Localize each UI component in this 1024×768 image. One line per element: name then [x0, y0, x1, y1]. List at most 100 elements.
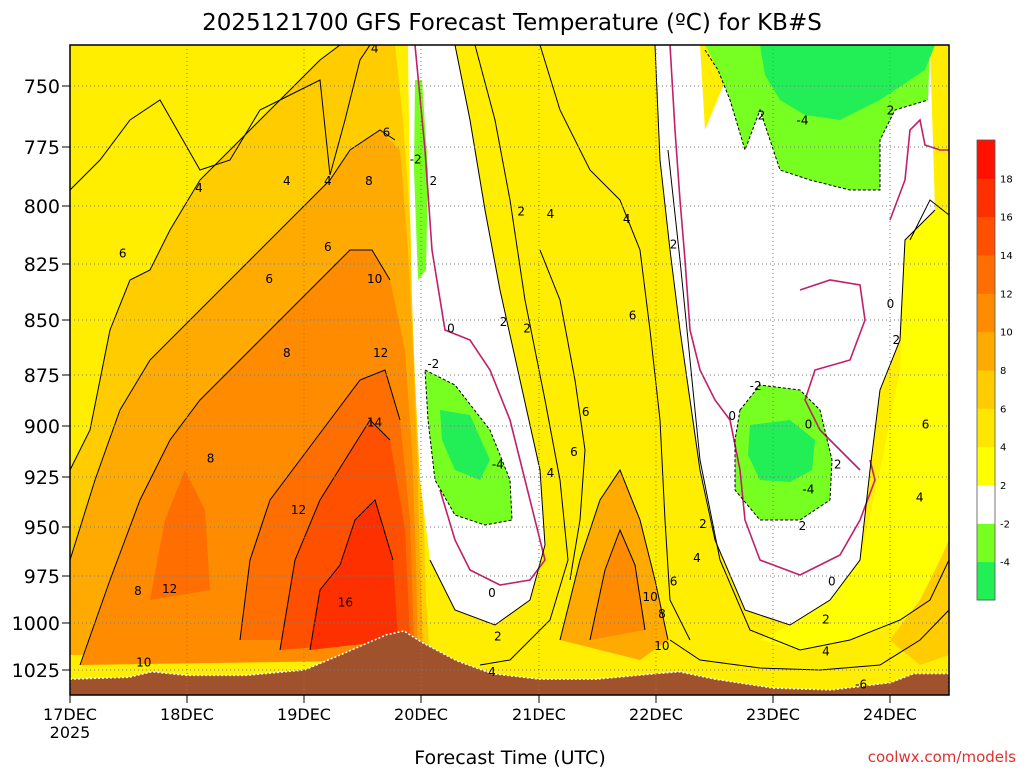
y-tick-label: 925 — [24, 467, 60, 489]
isotherm-12-west — [239, 369, 401, 641]
y-tick-825: 825 — [24, 254, 70, 276]
y-tick-label: 775 — [24, 137, 60, 159]
colorbar-swatch — [977, 140, 995, 179]
x-tick-18dec: 18DEC — [160, 695, 214, 724]
y-tick-950: 950 — [24, 517, 70, 539]
x-tick-label: 19DEC — [277, 705, 331, 724]
y-tick-label: 875 — [24, 365, 60, 387]
zero-degree-contour-west — [414, 45, 546, 586]
contour-label: 2 — [834, 458, 842, 472]
colorbar-tick-label: 4 — [1000, 443, 1006, 454]
isotherm-4-east-central — [539, 45, 691, 641]
minus2-contour-west — [424, 369, 513, 526]
contour-label: 0 — [728, 409, 736, 423]
contour-label: 2 — [517, 205, 525, 219]
y-axis: 750 775 800 825 850 875 900 925 950 975 … — [12, 76, 70, 682]
watermark: coolwx.com/models — [868, 748, 1016, 766]
contour-label: 4 — [693, 551, 701, 565]
y-tick-900: 900 — [24, 416, 70, 438]
contour-label: 12 — [162, 582, 177, 596]
x-tick-20dec: 20DEC — [394, 695, 448, 724]
colorbar-tick-label: -2 — [1000, 519, 1010, 530]
temp-band-16-18 — [310, 500, 398, 650]
contour-label: 2 — [429, 174, 437, 188]
contour-label: 10 — [642, 590, 657, 604]
colorbar: -4 -2 2 4 6 8 10 12 14 16 18 — [976, 139, 1013, 601]
x-tick-21dec: 21DEC — [512, 695, 566, 724]
contour-label: 2 — [500, 315, 508, 329]
colorbar-tick-label: 10 — [1000, 328, 1013, 339]
contour-label: 0 — [447, 322, 455, 336]
contour-label: 14 — [367, 416, 382, 430]
isotherm-6-west — [70, 45, 341, 471]
colorbar-swatch — [977, 408, 995, 448]
contour-label: 2 — [892, 333, 900, 347]
y-tick-850: 850 — [24, 310, 70, 332]
y-tick-label: 825 — [24, 254, 60, 276]
y-tick-label: 950 — [24, 517, 60, 539]
temp-band-minus2-minus4-west — [414, 80, 512, 525]
colorbar-frame — [976, 139, 996, 601]
colorbar-swatch — [977, 331, 995, 371]
x-axis-title: Forecast Time (UTC) — [414, 747, 605, 768]
isotherm-4-east — [667, 149, 949, 651]
contour-label: 8 — [207, 451, 215, 465]
x-axis: 17DEC 18DEC 19DEC 20DEC 21DEC 22DEC 23DE… — [43, 695, 917, 742]
y-tick-label: 975 — [24, 566, 60, 588]
colorbar-tick-label: 14 — [1000, 251, 1013, 262]
grid-lines — [70, 45, 949, 695]
zero-degree-contour-northeast — [889, 118, 949, 221]
zero-degree-contour-east-inner — [799, 279, 866, 471]
colorbar-tick-label: -4 — [1000, 558, 1010, 569]
contour-label: 6 — [324, 240, 332, 254]
terrain-surface — [70, 630, 949, 695]
contour-label: -2 — [750, 379, 762, 393]
contour-label: 0 — [805, 418, 813, 432]
contour-label: 4 — [547, 466, 555, 480]
plot-frame — [69, 44, 950, 696]
colorbar-tick-label: 12 — [1000, 289, 1013, 300]
colorbar-tick-label: 6 — [1000, 404, 1006, 415]
contour-label: 6 — [922, 418, 930, 432]
contour-label: 8 — [283, 346, 291, 360]
y-tick-975: 975 — [24, 566, 70, 588]
colorbar-swatch — [977, 446, 995, 486]
contour-label: 0 — [488, 586, 496, 600]
colorbar-swatch — [977, 523, 995, 563]
y-tick-label: 1025 — [12, 660, 60, 682]
contour-label: 4 — [822, 645, 830, 659]
isotherm-8-central — [559, 468, 669, 641]
isotherm-4-central — [474, 45, 569, 666]
temp-band-minus4-minus6-east — [748, 420, 815, 482]
contour-label: 8 — [658, 607, 666, 621]
colorbar-swatch — [977, 370, 995, 409]
contour-label: 2 — [822, 613, 830, 627]
x-tick-label: 20DEC — [394, 705, 448, 724]
contour-label: 8 — [365, 174, 373, 188]
temp-band-2-4-east — [760, 210, 949, 650]
x-tick-label: 21DEC — [512, 705, 566, 724]
x-tick-label: 24DEC — [863, 705, 917, 724]
x-tick-17dec: 17DEC — [43, 695, 97, 724]
temp-band-warm-southeast — [890, 540, 949, 665]
y-tick-label: 750 — [24, 76, 60, 98]
isotherm-2-central — [429, 45, 546, 626]
y-tick-1025: 1025 — [12, 660, 70, 682]
colorbar-tick-label: 16 — [1000, 213, 1013, 224]
contour-label: 2 — [887, 104, 895, 118]
isotherm-4-northeast — [909, 199, 949, 241]
y-tick-925: 925 — [24, 467, 70, 489]
y-tick-label: 1000 — [12, 613, 60, 635]
y-tick-label: 900 — [24, 416, 60, 438]
contour-label: 0 — [828, 574, 836, 588]
y-tick-750: 750 — [24, 76, 70, 98]
contour-label: 4 — [916, 491, 924, 505]
isotherm-16-west — [309, 499, 394, 651]
contour-label: 6 — [629, 308, 637, 322]
contour-label: -6 — [855, 678, 867, 692]
contour-label: 10 — [136, 656, 151, 670]
y-tick-775: 775 — [24, 137, 70, 159]
isotherm-4-west — [70, 45, 371, 191]
